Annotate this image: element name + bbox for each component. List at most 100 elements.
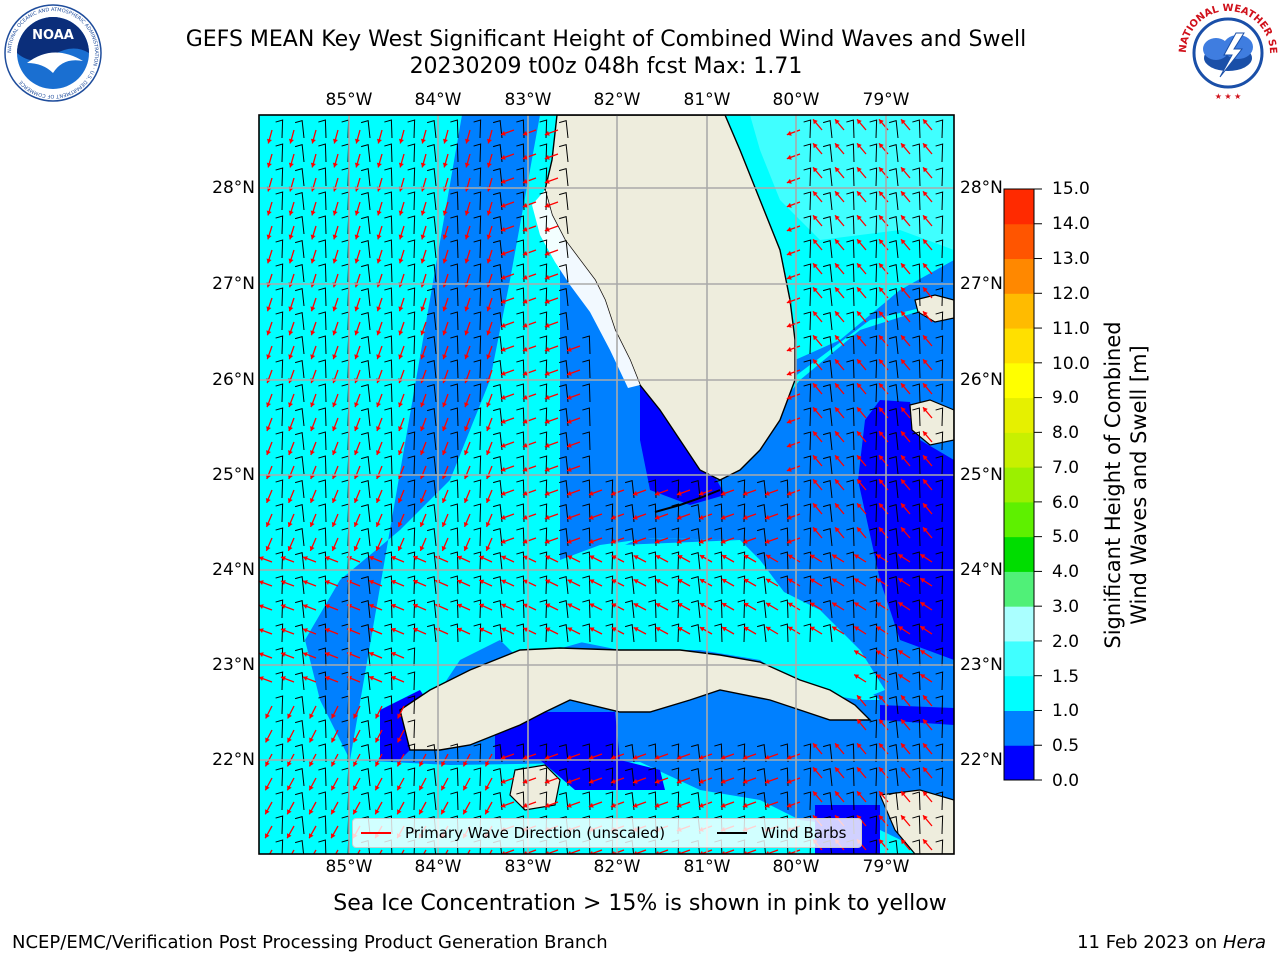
wind-barb: [648, 551, 657, 571]
wave-direction-arrowhead: [923, 167, 928, 173]
wind-barb: [539, 575, 548, 595]
colorbar-tick: 8.0: [1052, 423, 1080, 443]
wind-barb: [846, 527, 855, 547]
wave-zone-0.5-1-b: [560, 115, 954, 700]
wind-barb: [294, 599, 305, 619]
wave-direction-arrowhead: [288, 354, 294, 360]
wave-direction-arrowhead: [610, 778, 616, 784]
wind-barb: [384, 479, 393, 499]
wave-direction-arrowhead: [545, 603, 551, 609]
wind-barb: [822, 167, 833, 187]
wave-direction-arrowhead: [879, 431, 884, 437]
wind-barb: [539, 527, 548, 547]
wind-barb: [426, 407, 437, 427]
wave-direction-arrowhead: [764, 490, 770, 496]
wind-barb: [539, 359, 548, 379]
wind-barb: [539, 263, 548, 283]
wave-direction-arrowhead: [764, 802, 770, 808]
wind-barb: [690, 599, 701, 619]
wave-direction-arrowhead: [332, 210, 338, 216]
wave-direction-arrowhead: [879, 839, 884, 845]
wave-direction-arrowhead: [457, 603, 463, 609]
wave-direction-arrowhead: [699, 579, 705, 584]
wave-direction-arrowhead: [376, 234, 382, 240]
wind-barb: [318, 791, 327, 811]
wind-barb: [318, 167, 327, 187]
wind-barb: [756, 503, 767, 523]
lat-label-right: 26°N: [960, 370, 1003, 390]
wave-direction-arrowhead: [265, 809, 270, 815]
isla-juventud-land: [509, 764, 561, 811]
wind-barb: [756, 479, 767, 499]
wind-barb: [935, 503, 944, 523]
wave-direction-arrowhead: [397, 713, 402, 719]
wave-direction-arrowhead: [786, 322, 792, 328]
colorbar-segment: [1004, 189, 1034, 225]
wind-barb: [605, 551, 614, 571]
wind-barb: [539, 599, 548, 619]
wind-barb: [558, 215, 569, 235]
wave-direction-arrowhead: [742, 490, 748, 496]
wind-barb: [756, 575, 767, 595]
wind-barb: [803, 119, 812, 139]
wave-direction-arrowhead: [654, 778, 660, 784]
wave-direction-arrowhead: [464, 234, 470, 240]
wind-barb: [275, 815, 284, 835]
wind-barb: [450, 407, 459, 427]
wave-direction-arrowhead: [835, 191, 840, 197]
wave-direction-arrowhead: [500, 226, 506, 232]
wave-direction-arrowhead: [376, 426, 381, 432]
wave-direction-arrowhead: [332, 402, 337, 408]
wave-direction-arrowhead: [442, 138, 448, 144]
wave-direction-arrowhead: [857, 383, 862, 389]
colorbar-tick: 7.0: [1052, 458, 1080, 478]
wave-direction-arrowhead: [876, 674, 882, 679]
colorbar-tick: 14.0: [1052, 214, 1090, 234]
wind-barb: [780, 791, 789, 811]
wave-direction-arrowhead: [588, 538, 594, 544]
wind-barb: [294, 119, 305, 139]
wind-barb: [624, 743, 635, 763]
map-frame: [258, 114, 955, 855]
wave-direction-arrowhead: [354, 354, 360, 360]
wave-direction-arrowhead: [813, 503, 818, 509]
wind-barb: [450, 311, 459, 331]
wave-direction-arrowhead: [259, 604, 264, 610]
wave-direction-arrowhead: [765, 626, 771, 632]
wind-barb: [539, 551, 548, 571]
footer-date: 11 Feb 2023 on Hera: [1077, 932, 1266, 953]
wave-direction-arrowhead: [854, 578, 860, 584]
wave-direction-arrowhead: [266, 402, 271, 408]
wave-direction-arrowhead: [486, 426, 491, 432]
wave-direction-arrowhead: [353, 497, 359, 503]
wave-direction-arrowhead: [376, 330, 382, 336]
wave-direction-arrowhead: [310, 306, 316, 312]
wind-barb: [803, 767, 812, 787]
wave-direction-arrowhead: [464, 354, 470, 360]
wave-direction-arrowhead: [522, 178, 528, 184]
wind-barb: [426, 263, 437, 283]
wave-direction-arrowhead: [743, 602, 749, 608]
wave-direction-arrowhead: [857, 743, 862, 749]
wave-direction-arrowhead: [879, 167, 884, 173]
wave-direction-arrowhead: [280, 652, 286, 657]
wind-barb: [473, 599, 482, 619]
wave-direction-arrowhead: [566, 466, 572, 472]
wind-barb: [294, 767, 305, 787]
wave-direction-arrowhead: [259, 676, 264, 682]
wave-direction-arrowhead: [354, 306, 360, 312]
wave-direction-arrowhead: [879, 263, 884, 269]
wave-direction-arrowhead: [786, 226, 792, 232]
colorbar-segment: [1004, 328, 1034, 364]
wave-direction-arrowhead: [764, 754, 770, 760]
wave-direction-arrowhead: [611, 627, 617, 632]
wind-barb: [473, 263, 482, 283]
wave-direction-arrowhead: [500, 754, 506, 760]
colorbar-frame: [1003, 188, 1035, 781]
wind-barb: [558, 455, 569, 475]
wind-barb: [492, 527, 503, 547]
wave-direction-arrowhead: [310, 402, 315, 408]
wind-barb: [737, 575, 746, 595]
wind-barb: [756, 743, 767, 763]
wave-direction-arrowhead: [544, 442, 550, 448]
